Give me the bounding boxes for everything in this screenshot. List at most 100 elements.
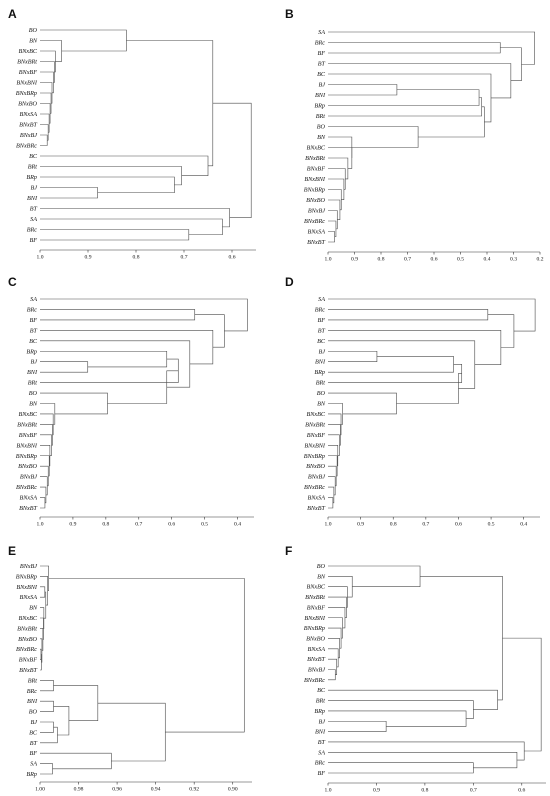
x-tick-label: 0.7 [404,257,411,263]
panel-b: B SA BRc BF BT BC BJ BNI BRp BRt BO BN BNxBC BNxBRt BN… [285,7,544,263]
dendrogram-branch [40,330,214,365]
leaf-label: BNxBT [307,505,325,512]
leaf-label: SA [30,296,37,303]
dendrogram-branch [40,113,50,133]
leaf-label: BN [317,573,326,580]
x-tick-label: 0.6 [229,255,236,261]
dendrogram-branch [40,628,44,651]
leaf-label: BRp [314,369,325,376]
leaf-label: BNxBF [307,604,325,611]
dendrogram-branch [328,97,482,117]
dendrogram-branch [212,102,252,218]
dendrogram-branch [328,84,398,96]
leaf-label: BNI [27,195,38,202]
leaf-label: BN [29,401,38,408]
x-tick-label: 0.7 [422,522,429,528]
x-tick-label: 0.6 [168,522,175,528]
dendrogram-branch [328,231,335,243]
x-tick-label: 0.7 [470,788,477,794]
leaf-label: BJ [318,82,325,89]
dendrogram-branch [328,627,342,649]
leaf-label: BNxBT [307,656,325,663]
leaf-label: BNxBRp [16,453,37,460]
dendrogram-branch [40,134,48,146]
leaf-label: BNxBC [18,615,37,622]
leaf-label: BNxBRc [304,677,325,684]
dendrogram-branch [40,648,42,660]
x-tick-label: 0.3 [510,257,517,263]
leaf-label: SA [30,216,37,223]
dendrogram-branch [328,31,535,65]
x-tick-label: 0.9 [351,257,358,263]
x-tick-label: 0.98 [74,787,84,793]
dendrogram-branch [40,721,54,733]
leaf-label: BNxBJ [20,474,37,481]
dendrogram-branch [40,361,89,373]
dendrogram-branch [328,720,387,732]
leaf-label: BNxBF [307,432,325,439]
leaf-label: BT [318,327,326,334]
dendrogram-branch [40,340,191,388]
leaf-label: BC [29,153,38,160]
leaf-label: BNxBJ [308,208,325,215]
x-tick-label: 0.96 [112,787,122,793]
dendrogram-branch [97,702,166,762]
leaf-label: BT [30,740,38,747]
panel-a: A BO BN BNxBC BNxBRt BNxBF BNxBNI BNxBRp BNxBO BN… [8,7,256,261]
dendrogram-branch [328,199,341,220]
leaf-label: BJ [318,348,325,355]
leaf-label: BNxBF [19,657,37,664]
leaf-label: BNxBRc [16,484,37,491]
leaf-label: BJ [30,185,37,192]
dendrogram-branch [126,40,214,167]
dendrogram-branch [40,298,248,332]
dendrogram-branch [40,187,98,199]
leaf-label: BRp [26,348,37,355]
panel-label: B [285,7,294,21]
leaf-label: BC [29,729,38,736]
dendrogram-branch [40,700,54,712]
x-tick-label: 0.9 [373,788,380,794]
leaf-label: BNI [315,729,326,736]
leaf-label: SA [30,761,37,768]
leaf-label: BNxBNI [304,442,326,449]
dendrogram-branch [40,497,46,509]
dendrogram-branch [40,455,50,477]
leaf-label: BC [317,687,326,694]
dendrogram-branch [48,578,245,733]
x-tick-label: 0.8 [390,522,397,528]
dendrogram-branch [40,752,112,770]
panel-e: E BNxBJ BNxBRp BNxBNI BNxSA BN BNxBC BNxBRt BNxB… [8,544,252,793]
x-tick-label: 1.0 [325,522,332,528]
leaf-label: BNxBJ [20,132,37,139]
leaf-label: BNxBRc [304,218,325,225]
leaf-label: BNxBRt [305,421,325,428]
x-tick-label: 0.5 [457,257,464,263]
dendrogram-branch [40,565,49,592]
leaf-label: BNxBC [18,48,37,55]
dendrogram-branch [328,413,342,436]
leaf-label: BC [317,71,326,78]
x-tick-label: 0.4 [484,257,491,263]
dendrogram-branch [40,445,51,467]
leaf-label: BNxBNI [304,176,326,183]
leaf-label: BNxBNI [16,442,38,449]
leaf-label: BRp [314,708,325,715]
leaf-label: BNxBO [306,197,325,204]
leaf-label: BNxBNI [16,584,38,591]
dendrogram-branch [328,455,338,477]
x-tick-label: 0.9 [69,522,76,528]
leaf-label: BRc [27,306,38,313]
leaf-label: BNxBRc [16,143,37,150]
x-tick-label: 0.90 [228,787,238,793]
leaf-label: BRt [316,113,326,120]
dendrogram-branch [53,685,99,721]
x-tick-label: 1.0 [325,788,332,794]
leaf-label: BT [318,739,326,746]
dendrogram-branch [328,356,454,373]
dendrogram-branch [40,607,45,630]
leaf-label: BNxSA [307,495,325,502]
leaf-label: BNxBT [307,239,325,246]
leaf-label: BF [317,770,325,777]
